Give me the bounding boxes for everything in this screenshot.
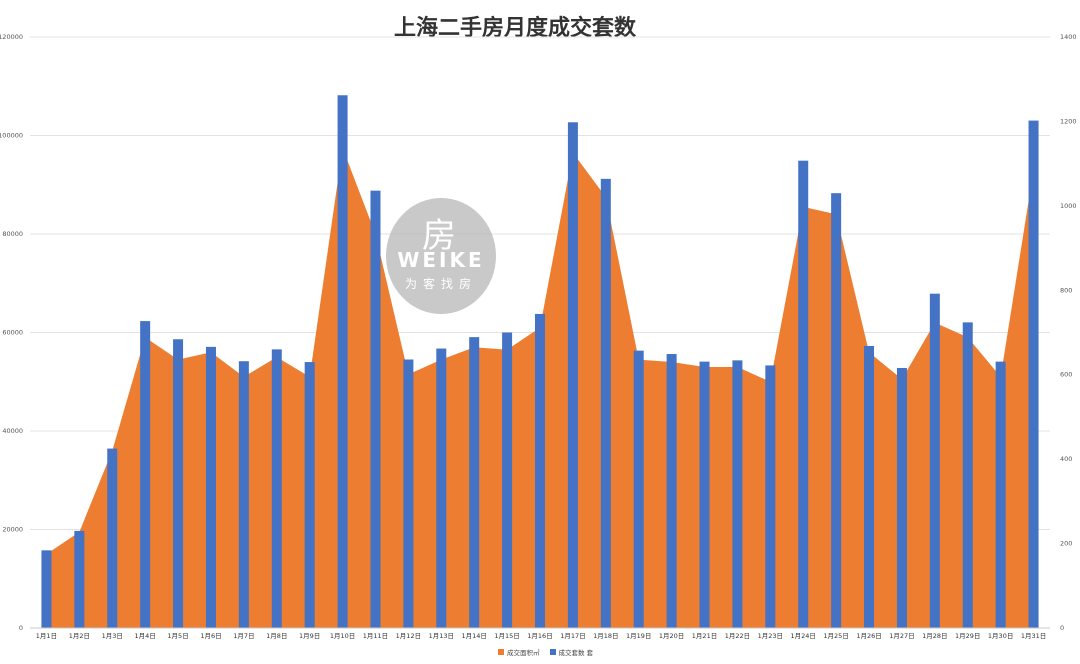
bar (831, 193, 842, 628)
y-left-tick-label: 0 (19, 624, 23, 632)
x-tick-label: 1月30日 (988, 632, 1013, 640)
bar (732, 360, 743, 628)
bar (699, 361, 710, 628)
x-tick-label: 1月4日 (135, 632, 156, 640)
x-tick-label: 1月3日 (102, 632, 123, 640)
y-left-tick-label: 80000 (2, 230, 23, 238)
x-tick-label: 1月29日 (955, 632, 980, 640)
x-tick-label: 1月9日 (299, 632, 320, 640)
x-tick-label: 1月31日 (1021, 632, 1046, 640)
x-tick-label: 1月11日 (363, 632, 388, 640)
bar (436, 348, 447, 628)
legend-swatch-area (498, 649, 504, 655)
bar (864, 346, 875, 628)
bar (469, 337, 480, 628)
x-tick-label: 1月6日 (200, 632, 221, 640)
x-tick-label: 1月21日 (692, 632, 717, 640)
x-tick-label: 1月13日 (429, 632, 454, 640)
bar (107, 448, 118, 628)
x-tick-label: 1月17日 (560, 632, 585, 640)
bar (995, 361, 1006, 628)
x-tick-label: 1月12日 (396, 632, 421, 640)
bar (238, 361, 249, 628)
x-tick-label: 1月25日 (823, 632, 848, 640)
bar (205, 346, 216, 628)
bar (173, 339, 184, 628)
axes: 0 20000 40000 60000 80000 100000 120000 0 200 400… (0, 33, 1077, 640)
x-tick-label: 1月23日 (758, 632, 783, 640)
y-left-tick-label: 20000 (2, 526, 23, 534)
bar (798, 160, 809, 628)
legend-swatch-bar (549, 649, 556, 655)
watermark-brand: WEIKE (397, 248, 485, 272)
x-tick-label: 1月15日 (494, 632, 519, 640)
y-right-tick-label: 1200 (1060, 117, 1077, 125)
y-right-tick-label: 200 (1060, 540, 1072, 548)
bar (535, 313, 545, 628)
x-tick-label: 1月8日 (266, 632, 287, 640)
y-left-tick-label: 60000 (2, 329, 23, 337)
x-tick-label: 1月19日 (626, 632, 651, 640)
bar (502, 332, 513, 628)
x-tick-label: 1月20日 (659, 632, 684, 640)
bar (337, 95, 348, 628)
watermark-logo: 房 WEIKE 为客找房 (386, 198, 496, 314)
bar (633, 350, 644, 628)
y-right-tick-label: 800 (1060, 286, 1072, 294)
legend-label-area: 成交面积㎡ (507, 649, 540, 657)
bar (567, 122, 578, 628)
y-left-tick-label: 40000 (2, 427, 23, 435)
y-right-tick-label: 600 (1060, 371, 1072, 379)
x-tick-label: 1月28日 (922, 632, 947, 640)
x-tick-label: 1月26日 (856, 632, 881, 640)
bar (896, 367, 907, 628)
x-tick-label: 1月27日 (889, 632, 914, 640)
y-right-tick-label: 1000 (1060, 202, 1077, 210)
watermark-glyph: 房 (422, 216, 456, 256)
x-tick-label: 1月2日 (69, 632, 90, 640)
bar (74, 530, 85, 628)
y-right-tick-label: 1400 (1060, 33, 1077, 41)
bar (929, 293, 940, 628)
x-tick-label: 1月16日 (527, 632, 552, 640)
bar (41, 550, 52, 628)
y-right-tick-label: 0 (1060, 624, 1064, 632)
x-tick-label: 1月22日 (725, 632, 750, 640)
x-tick-label: 1月10日 (330, 632, 355, 640)
bar (403, 359, 414, 628)
y-left-tick-label: 100000 (0, 132, 23, 140)
x-tick-label: 1月18日 (593, 632, 618, 640)
bar (304, 362, 315, 628)
x-tick-label: 1月1日 (36, 632, 57, 640)
bar (1028, 120, 1039, 628)
legend-label-bar: 成交套数 套 (558, 649, 594, 657)
bar (140, 321, 151, 628)
bar-series (41, 95, 1039, 628)
bar (765, 365, 776, 628)
legend-item-bar: 成交套数 套 (549, 647, 594, 657)
chart-legend: 成交面积㎡ 成交套数 套 (498, 647, 593, 657)
legend-item-area: 成交面积㎡ (498, 647, 540, 657)
x-tick-label: 1月24日 (791, 632, 816, 640)
watermark-tagline: 为客找房 (404, 277, 477, 291)
y-left-tick-label: 120000 (0, 33, 23, 41)
bar (666, 354, 677, 628)
x-tick-label: 1月7日 (233, 632, 254, 640)
bar (271, 349, 282, 628)
y-right-tick-label: 400 (1060, 455, 1072, 463)
x-tick-label: 1月5日 (167, 632, 188, 640)
bar (370, 190, 381, 628)
bar (600, 178, 611, 628)
x-tick-label: 1月14日 (461, 632, 486, 640)
bar (962, 322, 973, 628)
